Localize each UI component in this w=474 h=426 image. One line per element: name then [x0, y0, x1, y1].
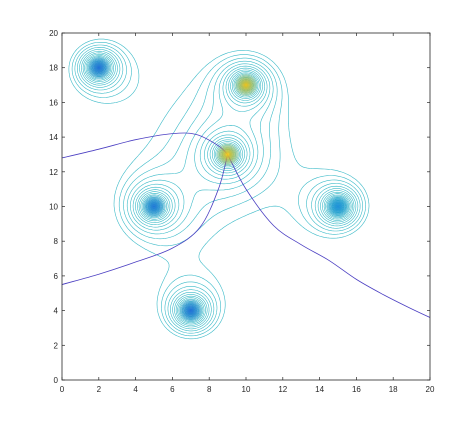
y-tick-label: 0 [54, 376, 59, 385]
x-axis-ticks: 0 2 4 6 8 10 12 14 16 18 20 [60, 33, 435, 394]
boundary-curve [62, 132, 228, 159]
x-tick-label: 12 [278, 385, 287, 394]
contour-line [81, 50, 357, 328]
y-tick-label: 4 [54, 307, 59, 316]
field-peak [86, 55, 111, 80]
x-tick-label: 20 [426, 385, 435, 394]
x-tick-label: 8 [207, 385, 212, 394]
field-peak [215, 142, 240, 167]
boundary-lines [62, 132, 430, 318]
plot-area [62, 38, 430, 340]
x-tick-label: 2 [97, 385, 102, 394]
y-tick-label: 20 [49, 29, 58, 38]
y-axis-ticks: 0 2 4 6 8 10 12 14 16 18 20 [49, 29, 430, 385]
field-peak [326, 194, 350, 219]
y-tick-label: 18 [49, 64, 58, 73]
field-peak [142, 194, 166, 219]
contour-line [68, 38, 370, 340]
contour-line [82, 52, 355, 326]
x-tick-label: 0 [60, 385, 65, 394]
x-tick-label: 18 [389, 385, 398, 394]
y-tick-label: 14 [49, 133, 58, 142]
boundary-curve [62, 154, 228, 285]
contour-line [74, 44, 363, 334]
contour-line [84, 53, 353, 325]
y-tick-label: 12 [49, 168, 58, 177]
x-tick-label: 10 [242, 385, 251, 394]
peak-markers [86, 55, 350, 323]
field-peak [178, 298, 203, 323]
boundary-curve [227, 154, 430, 318]
y-tick-label: 8 [54, 237, 59, 246]
y-tick-label: 6 [54, 272, 59, 281]
x-tick-label: 14 [315, 385, 324, 394]
contour-line [79, 49, 359, 330]
x-tick-label: 16 [352, 385, 361, 394]
y-tick-label: 10 [49, 203, 58, 212]
x-tick-label: 4 [133, 385, 138, 394]
x-tick-label: 6 [170, 385, 175, 394]
contour-line [85, 55, 352, 324]
contour-line [77, 47, 361, 332]
field-peak [234, 73, 258, 98]
y-tick-label: 2 [54, 341, 59, 350]
y-tick-label: 16 [49, 98, 58, 107]
